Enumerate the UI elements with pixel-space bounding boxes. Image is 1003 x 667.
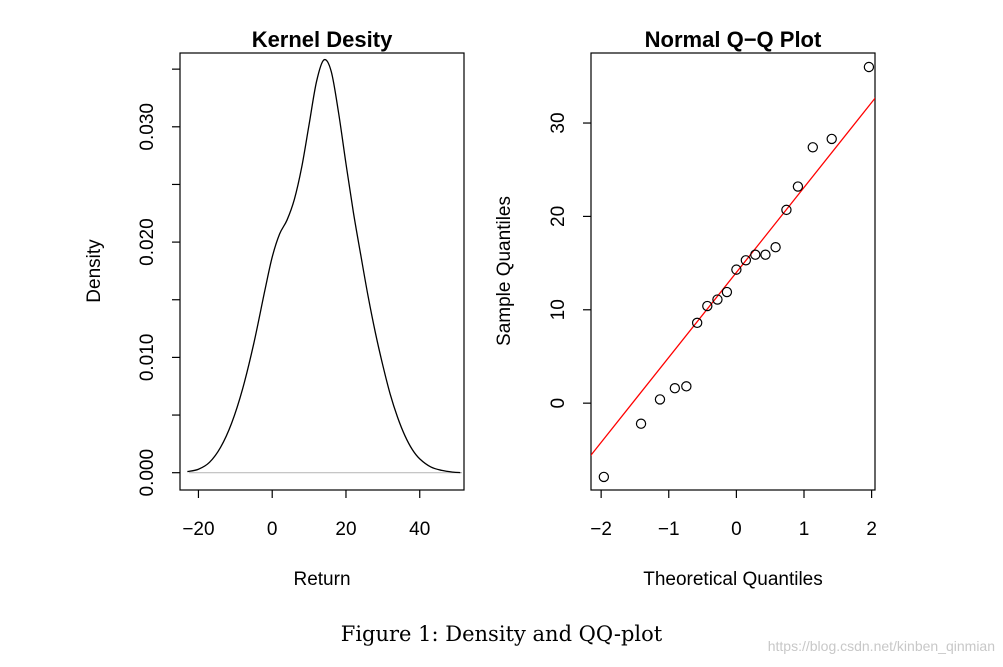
qq-y-tick-label: 20 [548, 206, 569, 227]
density-x-tick-label: 0 [267, 519, 278, 540]
qq-x-tick-label: 2 [866, 519, 877, 540]
qq-y-axis: 0 10 20 30 [548, 112, 591, 408]
qq-x-label: Theoretical Quantiles [643, 569, 823, 590]
density-y-label: Density [84, 239, 105, 303]
qq-y-tick-label: 0 [548, 398, 569, 409]
qq-points [598, 61, 875, 483]
qq-x-tick-label: 1 [799, 519, 810, 540]
density-x-tick-label: 20 [335, 519, 356, 540]
qq-y-tick-label: 10 [548, 299, 569, 320]
qq-reference-line [591, 97, 875, 457]
qq-point [691, 317, 703, 329]
density-title: Kernel Desity [252, 27, 393, 52]
qq-point [635, 418, 647, 429]
qq-title: Normal Q−Q Plot [645, 27, 822, 52]
density-x-tick-label: 40 [409, 519, 430, 540]
qq-x-tick-label: −1 [658, 519, 680, 540]
qq-y-label: Sample Quantiles [494, 196, 515, 346]
qq-point [781, 204, 792, 216]
density-y-tick-label: 0.020 [137, 218, 158, 266]
watermark: https://blog.csdn.net/kinben_qinmian [767, 638, 995, 654]
qq-point [863, 61, 875, 73]
density-x-label: Return [293, 569, 350, 590]
density-y-axis: 0.000 0.010 0.020 0.030 [137, 68, 180, 497]
qq-point [681, 381, 692, 392]
qq-panel: Normal Q−Q Plot −2 −1 0 1 2 0 10 20 30 Theoreti… [494, 27, 877, 590]
density-y-tick-label: 0.000 [137, 449, 158, 497]
density-y-tick-label: 0.030 [137, 103, 158, 151]
density-y-tick-label: 0.010 [137, 334, 158, 382]
qq-point [669, 383, 681, 394]
qq-point [654, 394, 666, 405]
density-plot-frame [179, 52, 465, 491]
qq-y-tick-label: 30 [548, 112, 569, 133]
qq-point [750, 249, 761, 260]
figure-caption: Figure 1: Density and QQ-plot [340, 622, 663, 646]
qq-point [792, 181, 804, 192]
qq-point [712, 294, 723, 305]
qq-point [770, 242, 781, 253]
qq-x-tick-label: 0 [731, 519, 742, 540]
qq-point [807, 142, 818, 153]
qq-point [760, 249, 771, 260]
qq-point [731, 264, 742, 275]
density-x-axis: −20 0 20 40 [182, 490, 430, 540]
density-curve [187, 58, 461, 474]
qq-x-tick-label: −2 [590, 519, 612, 540]
qq-plot-frame [590, 52, 876, 491]
qq-point [598, 471, 610, 483]
density-x-tick-label: −20 [182, 519, 214, 540]
qq-point [740, 255, 752, 266]
density-panel: Kernel Desity −20 0 20 40 0.0000.0100.0200.… [84, 27, 465, 590]
qq-point [721, 286, 733, 298]
qq-point [702, 300, 713, 312]
qq-x-axis: −2 −1 0 1 2 [590, 490, 877, 540]
qq-point [826, 133, 837, 145]
